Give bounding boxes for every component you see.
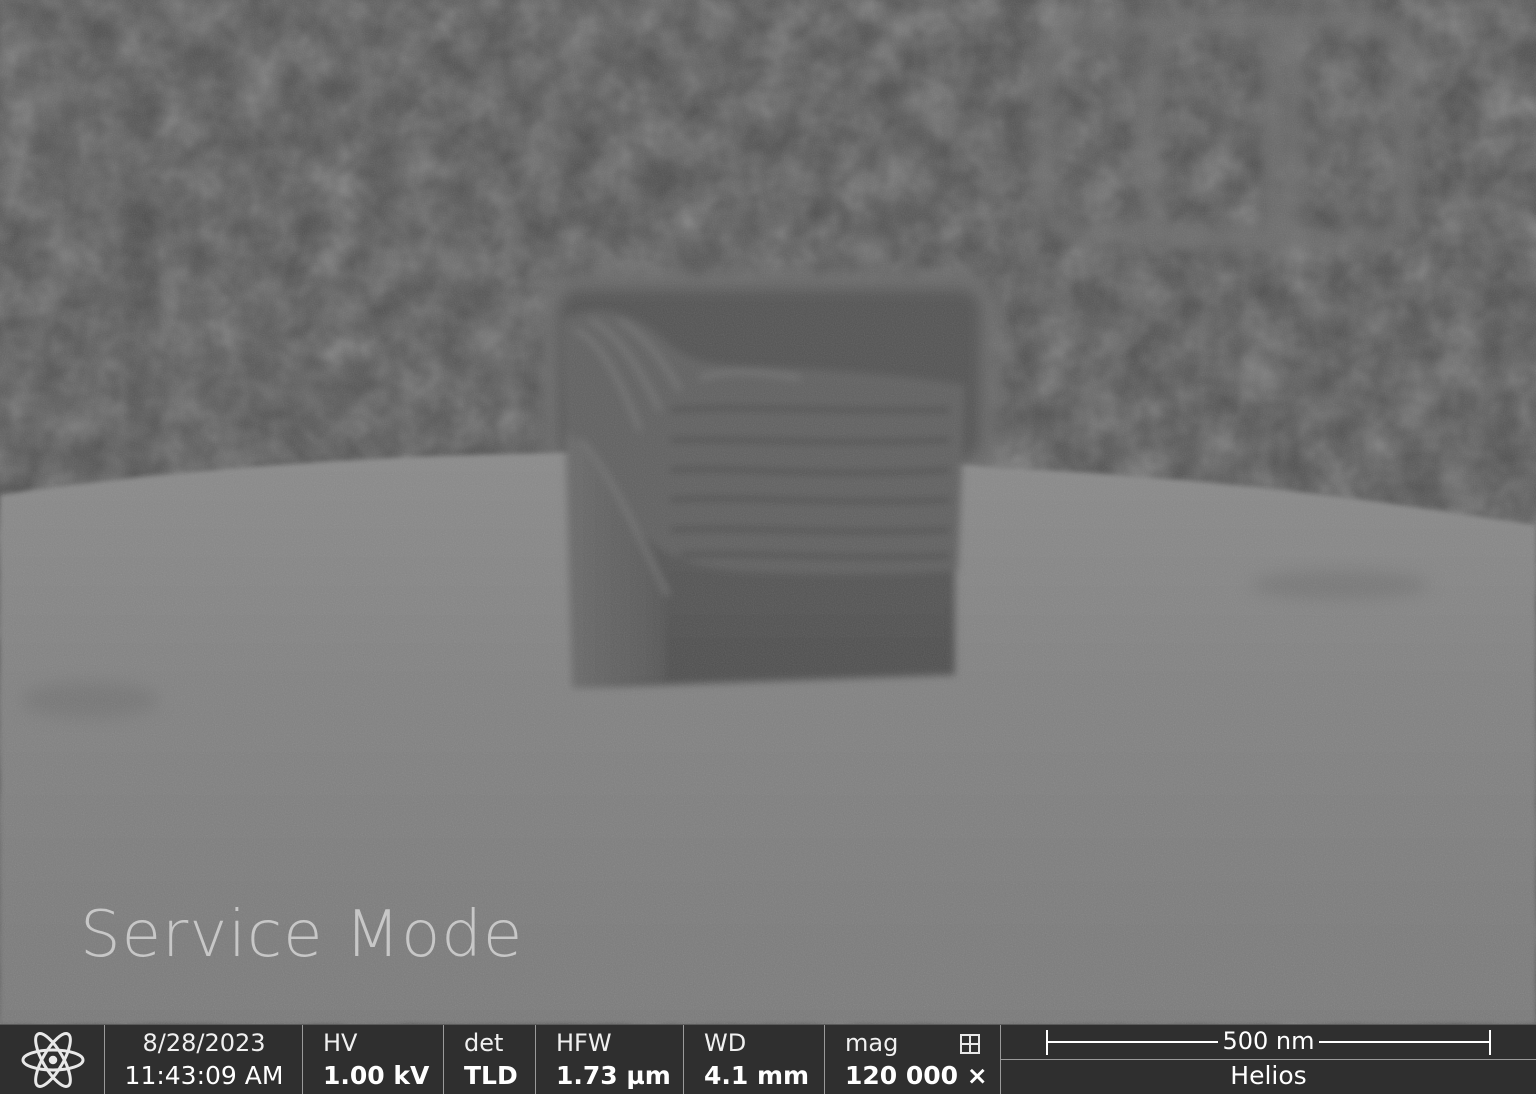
- scale-bar-label: 500 nm: [1218, 1027, 1319, 1055]
- grid-icon[interactable]: [959, 1033, 981, 1055]
- wd-cell: WD 4.1 mm: [684, 1025, 825, 1094]
- wd-label: WD: [704, 1029, 747, 1057]
- time-value: 11:43:09 AM: [124, 1061, 284, 1090]
- divider: [1001, 1059, 1536, 1060]
- datetime-cell: 8/28/2023 11:43:09 AM: [105, 1025, 303, 1094]
- hv-value: 1.00 kV: [323, 1061, 430, 1090]
- hfw-label: HFW: [556, 1029, 612, 1057]
- service-mode-label: Service Mode: [80, 898, 524, 972]
- instrument-name: Helios: [1230, 1061, 1307, 1090]
- atom-icon: [21, 1032, 85, 1088]
- mag-label: mag: [845, 1029, 899, 1057]
- scale-cell: 500 nm Helios: [1001, 1025, 1536, 1094]
- sem-databar: 8/28/2023 11:43:09 AM HV 1.00 kV det TLD…: [0, 1024, 1536, 1094]
- wd-value: 4.1 mm: [704, 1061, 810, 1090]
- hfw-value: 1.73 µm: [556, 1061, 671, 1090]
- hv-label: HV: [323, 1029, 358, 1057]
- sem-micrograph: [0, 0, 1536, 1024]
- det-value: TLD: [464, 1061, 518, 1090]
- hfw-cell: HFW 1.73 µm: [536, 1025, 684, 1094]
- logo-cell: [0, 1025, 105, 1094]
- scale-bar: 500 nm: [1046, 1027, 1491, 1057]
- mag-value: 120 000 ×: [845, 1061, 988, 1090]
- hv-cell: HV 1.00 kV: [303, 1025, 444, 1094]
- mag-cell: mag 120 000 ×: [825, 1025, 1001, 1094]
- det-cell: det TLD: [444, 1025, 536, 1094]
- date-value: 8/28/2023: [142, 1029, 266, 1057]
- det-label: det: [464, 1029, 504, 1057]
